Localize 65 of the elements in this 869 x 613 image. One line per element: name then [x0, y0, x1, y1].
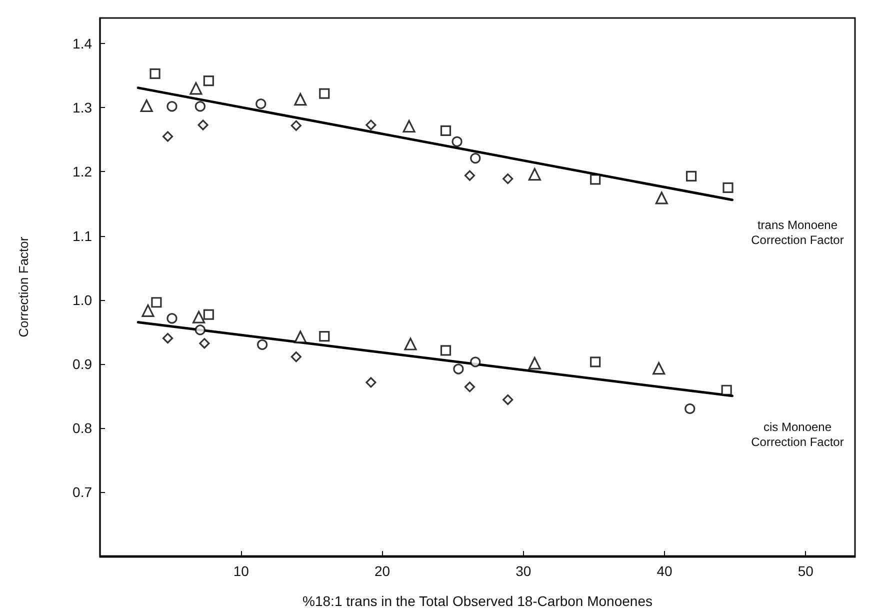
point	[151, 297, 162, 308]
point	[162, 332, 174, 344]
x-tick-label: 10	[233, 563, 250, 579]
point	[203, 75, 214, 86]
point	[290, 120, 302, 131]
x-axis-title: %18:1 trans in the Total Observed 18-Carbon Monoenes	[302, 593, 652, 609]
annotation: cis Monoene Correction Factor	[750, 420, 845, 450]
point	[452, 136, 462, 147]
annotation: trans Monoene Correction Factor	[750, 218, 845, 248]
point	[198, 120, 208, 130]
point	[203, 309, 214, 320]
y-tick-label: 1.3	[72, 100, 92, 116]
point	[294, 93, 307, 106]
point	[590, 174, 601, 185]
point	[192, 310, 206, 324]
y-tick-label: 1.0	[72, 292, 92, 308]
point	[502, 173, 514, 184]
point	[166, 313, 178, 324]
point	[590, 356, 601, 368]
point	[655, 192, 668, 204]
point	[194, 324, 206, 336]
point	[721, 384, 732, 396]
y-tick-label: 0.7	[72, 484, 92, 500]
point	[162, 131, 174, 142]
point	[290, 352, 302, 362]
x-tick-label: 50	[798, 563, 814, 579]
point	[470, 152, 481, 164]
point	[440, 345, 452, 356]
point	[652, 362, 666, 375]
point	[402, 120, 416, 133]
point	[470, 356, 481, 368]
point	[722, 182, 734, 194]
point	[464, 170, 476, 181]
point	[199, 338, 210, 349]
point	[686, 170, 697, 182]
point	[140, 99, 153, 112]
point	[319, 88, 330, 99]
point	[190, 82, 202, 95]
point	[502, 394, 514, 406]
point	[528, 168, 541, 181]
point	[366, 120, 376, 130]
point	[257, 339, 268, 350]
y-axis-title: Correction Factor	[16, 236, 31, 338]
point	[142, 304, 154, 317]
point	[440, 125, 452, 136]
point	[453, 364, 464, 374]
point	[256, 98, 266, 110]
x-tick-label: 20	[374, 563, 390, 579]
y-tick-label: 1.4	[72, 36, 92, 52]
point	[366, 377, 376, 388]
point	[294, 330, 307, 344]
point	[404, 338, 417, 350]
y-tick-label: 1.2	[72, 164, 92, 180]
x-tick-label: 40	[656, 563, 672, 579]
point	[464, 382, 476, 392]
point	[150, 68, 160, 80]
point	[528, 356, 541, 370]
y-tick-label: 0.9	[72, 356, 92, 372]
point	[194, 101, 206, 112]
x-tick-label: 30	[516, 563, 532, 579]
y-tick-label: 0.8	[72, 420, 92, 436]
point	[166, 101, 178, 112]
y-tick-label: 1.1	[72, 228, 92, 244]
point	[684, 403, 696, 414]
point	[319, 331, 330, 342]
